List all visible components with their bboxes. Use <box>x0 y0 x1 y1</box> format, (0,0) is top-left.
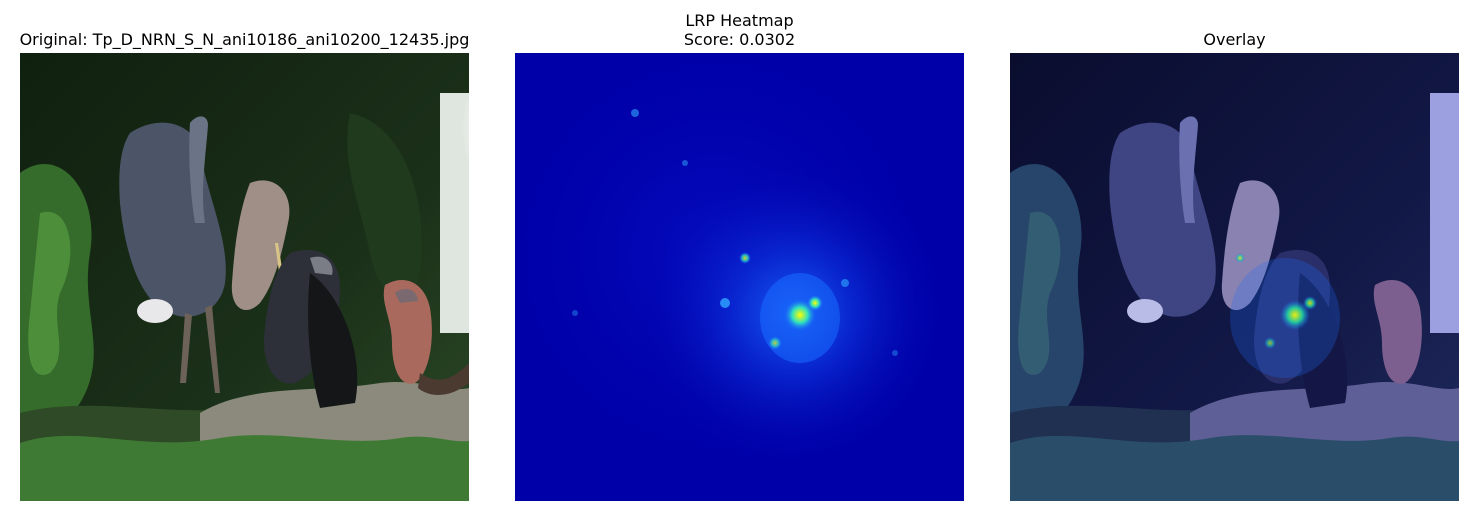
overlay-graphic <box>1010 53 1459 501</box>
heatmap-panel: LRP Heatmap Score: 0.0302 <box>515 0 964 511</box>
heatmap-image <box>515 53 964 501</box>
overlay-image <box>1010 53 1459 501</box>
heatmap-title-line-1: LRP Heatmap <box>685 11 794 30</box>
overlay-title: Overlay <box>970 30 1467 49</box>
overlay-panel: Overlay <box>1010 0 1459 511</box>
heatmap-score-line: Score: 0.0302 <box>683 30 796 49</box>
original-title-text: Original: Tp_D_NRN_S_N_ani10186_ani10200… <box>19 30 470 49</box>
original-image <box>20 53 469 501</box>
heatmap-title: LRP Heatmap Score: 0.0302 <box>475 11 1004 49</box>
original-photo-graphic <box>20 53 469 501</box>
overlay-title-text: Overlay <box>1203 30 1266 49</box>
original-title: Original: Tp_D_NRN_S_N_ani10186_ani10200… <box>0 30 509 49</box>
heatmap-graphic <box>515 53 964 501</box>
original-panel: Original: Tp_D_NRN_S_N_ani10186_ani10200… <box>20 0 469 511</box>
